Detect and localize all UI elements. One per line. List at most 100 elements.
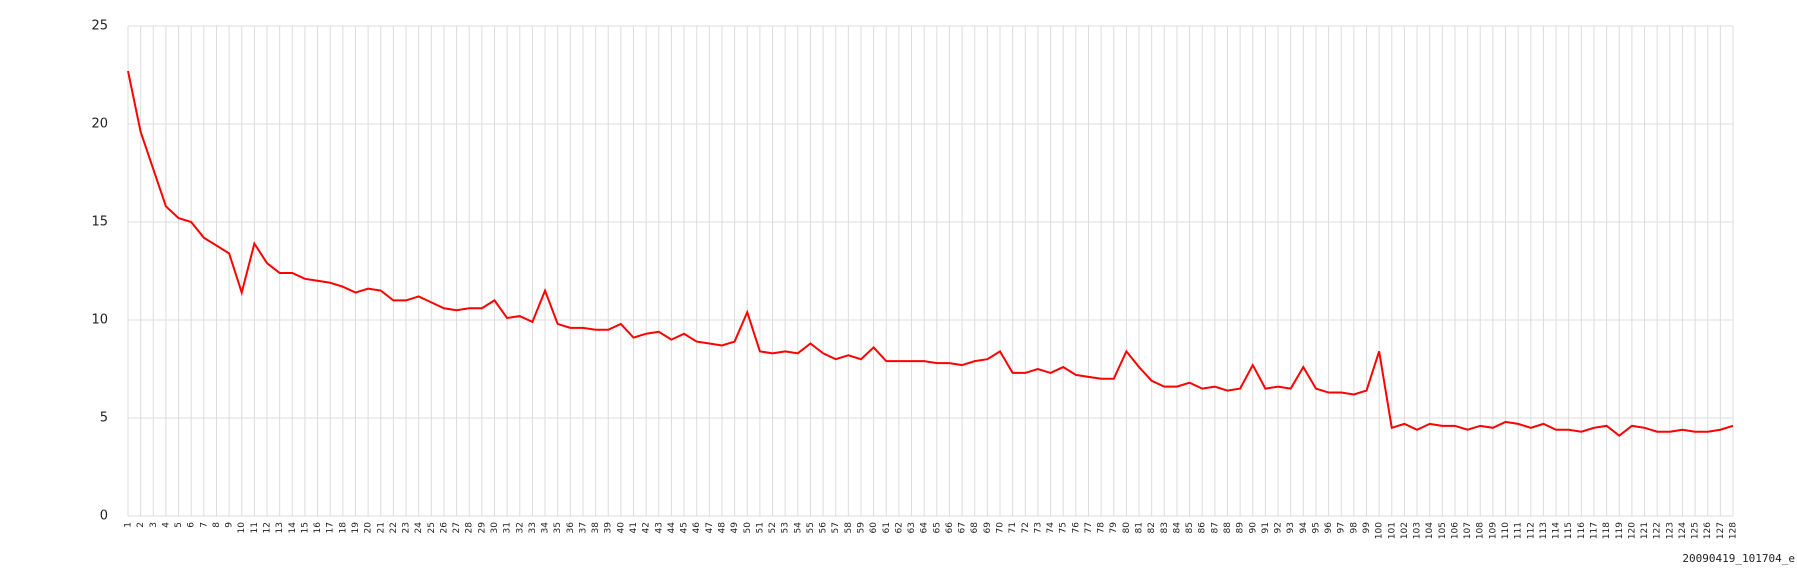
x-tick-label: 23 (402, 522, 412, 533)
x-tick-label: 124 (1678, 522, 1688, 539)
x-tick-label: 108 (1476, 522, 1486, 539)
x-tick-label: 46 (692, 522, 702, 534)
x-tick-label: 82 (1147, 522, 1157, 533)
y-tick-label: 15 (91, 215, 108, 230)
x-tick-label: 66 (945, 522, 955, 534)
x-tick-label: 32 (515, 522, 525, 533)
x-tick-label: 127 (1716, 522, 1726, 539)
x-tick-label: 39 (604, 522, 614, 534)
x-tick-label: 19 (351, 522, 361, 534)
x-tick-label: 99 (1362, 522, 1372, 534)
x-tick-label: 55 (806, 522, 816, 533)
caption: 20090419_101704_e (1682, 552, 1795, 565)
x-tick-label: 103 (1413, 522, 1423, 539)
x-tick-label: 88 (1223, 522, 1233, 534)
x-tick-label: 78 (1097, 522, 1107, 534)
x-tick-label: 61 (882, 522, 892, 533)
x-tick-label: 126 (1703, 522, 1713, 539)
x-tick-label: 18 (338, 522, 348, 534)
x-tick-label: 33 (528, 522, 538, 533)
x-tick-label: 77 (1084, 522, 1094, 533)
x-tick-label: 128 (1729, 522, 1739, 539)
data-line (127, 70, 1734, 437)
x-tick-label: 22 (389, 522, 399, 533)
x-tick-label: 71 (1008, 522, 1018, 533)
x-tick-label: 74 (1046, 522, 1056, 534)
x-tick-label: 60 (869, 522, 879, 534)
x-tick-label: 47 (705, 522, 715, 533)
x-tick-label: 25 (427, 522, 437, 533)
x-tick-label: 102 (1400, 522, 1410, 539)
x-tick-label: 13 (275, 522, 285, 533)
x-tick-label: 27 (452, 522, 462, 533)
x-tick-label: 15 (300, 522, 310, 533)
x-tick-label: 93 (1286, 522, 1296, 533)
x-tick-label: 10 (237, 522, 247, 534)
x-tick-label: 37 (578, 522, 588, 533)
x-tick-label: 36 (566, 522, 576, 534)
x-tick-label: 54 (793, 522, 803, 534)
x-tick-label: 53 (781, 522, 791, 533)
x-tick-label: 30 (490, 522, 500, 534)
x-tick-label: 11 (250, 522, 260, 533)
x-tick-label: 12 (263, 522, 273, 533)
x-tick-label: 29 (477, 522, 487, 534)
x-tick-label: 52 (768, 522, 778, 533)
x-tick-label: 86 (1198, 522, 1208, 534)
x-tick-label: 80 (1122, 522, 1132, 534)
x-tick-label: 24 (414, 522, 424, 534)
y-tick-label: 10 (91, 313, 108, 328)
x-tick-label: 69 (983, 522, 993, 534)
y-tick-label: 0 (100, 509, 108, 524)
x-tick-label: 89 (1236, 522, 1246, 534)
x-tick-label: 116 (1577, 522, 1587, 539)
x-tick-label: 9 (225, 522, 235, 528)
x-tick-label: 6 (187, 522, 197, 528)
x-tick-label: 100 (1375, 522, 1385, 539)
x-tick-label: 40 (616, 522, 626, 534)
x-tick-label: 107 (1463, 522, 1473, 539)
x-tick-label: 34 (541, 522, 551, 534)
x-tick-label: 115 (1564, 522, 1574, 539)
x-tick-label: 3 (149, 522, 159, 528)
x-tick-label: 81 (1135, 522, 1145, 533)
x-tick-label: 117 (1589, 522, 1599, 539)
x-tick-label: 87 (1210, 522, 1220, 533)
x-tick-label: 63 (907, 522, 917, 533)
x-tick-label: 38 (591, 522, 601, 534)
x-tick-label: 76 (1071, 522, 1081, 534)
x-tick-label: 109 (1488, 522, 1498, 539)
x-tick-label: 114 (1552, 522, 1562, 539)
x-tick-label: 95 (1311, 522, 1321, 533)
x-tick-label: 75 (1059, 522, 1069, 533)
x-tick-label: 79 (1109, 522, 1119, 534)
x-tick-label: 57 (831, 522, 841, 533)
x-tick-label: 14 (288, 522, 298, 534)
x-tick-label: 70 (996, 522, 1006, 534)
x-tick-label: 97 (1337, 522, 1347, 533)
x-tick-label: 85 (1185, 522, 1195, 533)
x-tick-label: 113 (1539, 522, 1549, 539)
x-tick-label: 1 (124, 522, 134, 528)
x-tick-label: 56 (819, 522, 829, 534)
x-tick-label: 51 (755, 522, 765, 533)
x-tick-label: 5 (174, 522, 184, 528)
x-tick-label: 43 (654, 522, 664, 533)
x-tick-label: 83 (1160, 522, 1170, 533)
x-tick-label: 21 (376, 522, 386, 533)
x-tick-label: 121 (1640, 522, 1650, 539)
x-tick-label: 42 (642, 522, 652, 533)
y-tick-label: 5 (100, 411, 108, 426)
x-tick-label: 96 (1324, 522, 1334, 534)
y-tick-label: 20 (91, 117, 108, 132)
x-tick-label: 41 (629, 522, 639, 533)
x-tick-label: 31 (503, 522, 513, 533)
x-tick-label: 84 (1172, 522, 1182, 534)
x-tick-label: 105 (1438, 522, 1448, 539)
x-tick-label: 120 (1627, 522, 1637, 539)
x-tick-label: 28 (465, 522, 475, 534)
x-tick-label: 122 (1653, 522, 1663, 539)
x-tick-label: 104 (1425, 522, 1435, 539)
x-tick-label: 49 (730, 522, 740, 534)
